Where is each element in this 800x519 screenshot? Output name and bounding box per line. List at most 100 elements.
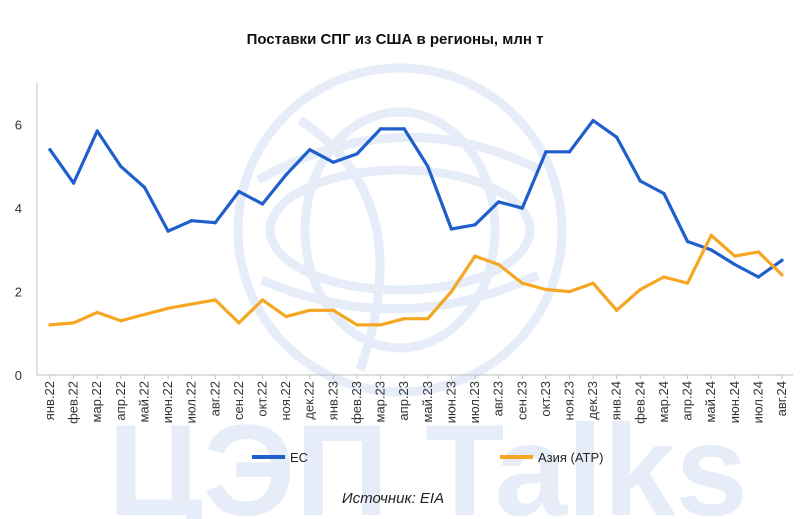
data-point-ec <box>166 229 170 233</box>
x-tick-label: июн.24 <box>727 381 742 423</box>
data-point-ec <box>402 127 406 131</box>
x-ticks: янв.22 фев.22 мар.22 апр.22 май.22 июн.22 июл.… <box>42 375 789 424</box>
data-point-ec <box>72 181 76 185</box>
data-point-ec <box>331 160 335 164</box>
data-point-asia <box>119 319 123 323</box>
data-point-asia <box>355 323 359 327</box>
data-point-ec <box>48 148 52 152</box>
data-point-asia <box>591 281 595 285</box>
data-point-ec <box>284 173 288 177</box>
data-point-ec <box>685 239 690 244</box>
data-point-ec <box>190 219 194 223</box>
x-tick-label: фев.22 <box>66 381 81 424</box>
data-point-ec <box>733 262 737 267</box>
data-point-ec <box>615 135 619 139</box>
x-tick-label: июл.24 <box>750 381 765 423</box>
x-tick-label: янв.22 <box>42 381 57 420</box>
data-point-ec <box>213 221 217 225</box>
x-tick-label: ноя.22 <box>278 381 293 421</box>
data-point-asia <box>497 262 501 267</box>
data-point-ec <box>119 164 123 169</box>
x-tick-label: апр.22 <box>113 381 128 421</box>
data-point-ec <box>780 258 784 262</box>
data-point-ec <box>756 275 760 279</box>
y-ticks: 0 2 4 6 <box>15 118 22 383</box>
data-point-asia <box>48 323 52 327</box>
x-tick-label: июл.22 <box>184 381 199 423</box>
x-tick-label: окт.22 <box>255 381 270 417</box>
x-tick-label: июл.23 <box>467 381 482 423</box>
legend-label-ec: ЕС <box>290 450 308 465</box>
x-tick-label: сен.22 <box>231 381 246 420</box>
data-point-ec <box>662 191 666 196</box>
data-point-asia <box>473 254 477 258</box>
legend-item-asia: Азия (АТР) <box>500 450 603 465</box>
y-tick-label: 2 <box>15 285 22 300</box>
data-point-asia <box>615 308 619 312</box>
x-tick-label: апр.24 <box>680 381 695 421</box>
series-line-asia <box>48 233 784 327</box>
data-point-ec <box>449 227 454 231</box>
data-point-asia <box>308 308 312 312</box>
x-tick-label: дек.23 <box>585 381 600 420</box>
data-point-asia <box>72 321 76 325</box>
x-tick-label: июн.22 <box>160 381 175 423</box>
data-point-ec <box>308 148 312 152</box>
data-point-asia <box>756 250 760 254</box>
source-note: Источник: EIA <box>342 490 444 507</box>
axes <box>36 83 793 376</box>
data-point-asia <box>166 306 170 310</box>
x-tick-label: май.22 <box>136 381 151 423</box>
data-point-asia <box>237 321 241 325</box>
data-point-ec <box>709 248 713 252</box>
legend-label-asia: Азия (АТР) <box>538 450 603 465</box>
data-point-asia <box>544 287 548 292</box>
y-tick-label: 0 <box>15 368 22 383</box>
data-point-ec <box>426 164 430 169</box>
data-point-asia <box>213 298 217 302</box>
data-point-ec <box>591 118 595 123</box>
x-tick-label: авг.24 <box>774 381 789 416</box>
x-tick-label: сен.23 <box>514 381 529 420</box>
series-line-ec <box>48 118 784 279</box>
data-point-ec <box>497 200 501 204</box>
data-point-asia <box>284 315 288 319</box>
data-point-asia <box>449 289 454 294</box>
data-point-asia <box>709 233 713 237</box>
x-tick-label: ноя.23 <box>561 381 576 421</box>
data-point-asia <box>95 310 99 315</box>
data-point-asia <box>733 254 737 258</box>
data-point-asia <box>520 281 524 285</box>
data-point-asia <box>662 275 666 279</box>
x-tick-label: янв.24 <box>609 381 624 420</box>
watermark-text: ЦЭП Talks <box>108 397 748 519</box>
y-tick-label: 6 <box>15 118 22 133</box>
y-tick-label: 4 <box>15 201 22 216</box>
data-point-asia <box>402 317 406 321</box>
data-point-ec <box>378 127 383 131</box>
x-tick-label: фев.24 <box>632 381 647 424</box>
x-tick-label: июн.23 <box>443 381 458 423</box>
data-point-asia <box>567 289 572 294</box>
globe-logo <box>233 63 567 397</box>
data-point-ec <box>355 152 359 156</box>
data-point-asia <box>378 323 383 327</box>
x-tick-label: май.23 <box>420 381 435 423</box>
x-tick-label: мар.24 <box>656 381 671 422</box>
x-tick-label: мар.22 <box>89 381 104 422</box>
data-point-ec <box>473 223 477 227</box>
data-point-asia <box>331 308 335 312</box>
x-tick-label: апр.23 <box>396 381 411 421</box>
x-tick-label: окт.23 <box>538 381 553 417</box>
x-tick-label: авг.22 <box>207 381 222 416</box>
legend: ЕС Азия (АТР) <box>252 450 603 465</box>
legend-item-ec: ЕС <box>252 450 308 465</box>
data-point-ec <box>544 150 548 154</box>
data-point-asia <box>780 273 784 277</box>
data-point-ec <box>95 129 99 133</box>
data-point-ec <box>520 206 524 210</box>
chart-title: Поставки СПГ из США в регионы, млн т <box>247 31 544 48</box>
data-point-ec <box>237 189 241 194</box>
data-point-asia <box>685 281 690 285</box>
